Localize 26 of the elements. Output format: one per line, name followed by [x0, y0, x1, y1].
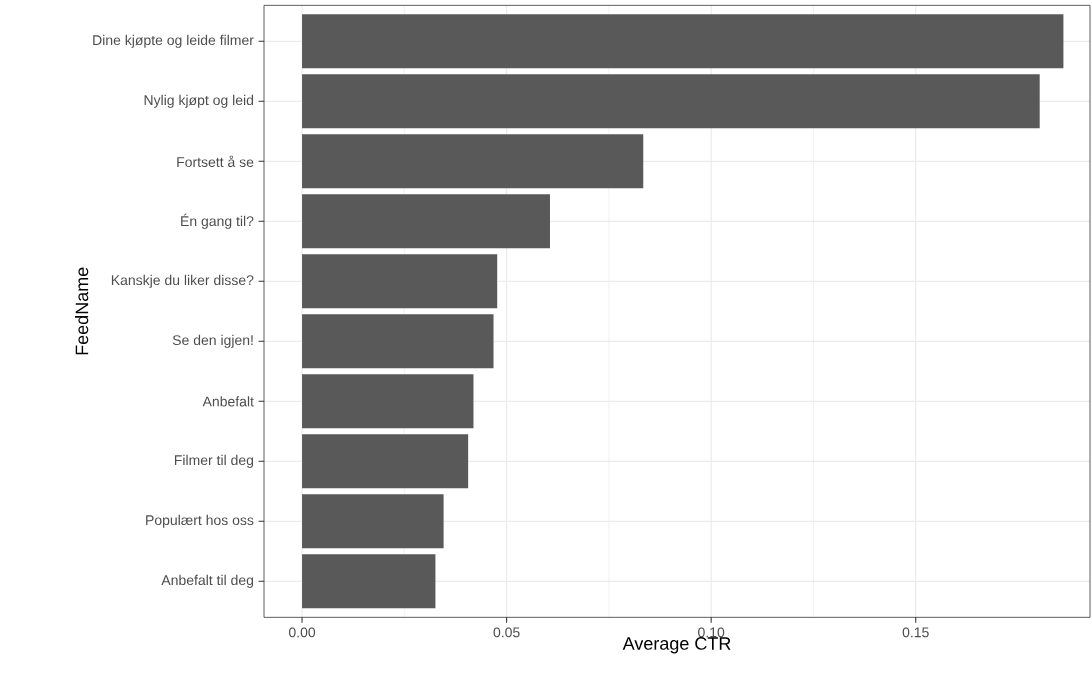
y-tick-label: Én gang til?: [181, 213, 254, 229]
bar: [302, 554, 436, 609]
y-tick-label: Populært hos oss: [146, 514, 254, 528]
bar: [302, 434, 469, 489]
bar: [302, 134, 644, 189]
x-tick-label: 0.05: [493, 627, 520, 638]
bar: [302, 74, 1040, 129]
y-axis-title: FeedName: [75, 267, 89, 355]
y-tick-label: Nylig kjøpt og leid: [144, 94, 254, 108]
y-tick-label: Fortsett å se: [177, 155, 254, 167]
bar: [302, 254, 498, 309]
bar: [302, 374, 474, 429]
bar: [302, 494, 444, 549]
x-tick-label: 0.15: [902, 627, 929, 638]
y-tick-label: Kanskje du liker disse?: [111, 274, 254, 288]
y-tick-label: Se den igjen!: [172, 334, 253, 348]
y-tick-label: Filmer til deg: [174, 454, 254, 468]
x-axis-title: Average CTR: [622, 636, 731, 654]
y-tick-label: Dine kjøpte og leide filmer: [93, 34, 254, 48]
x-tick-label: 0.00: [288, 627, 316, 638]
x-tick-label: 0.10: [698, 627, 725, 638]
bar: [302, 314, 494, 369]
y-tick-label: Anbefalt til deg: [161, 574, 254, 588]
bar: [302, 14, 1064, 69]
y-tick-label: Anbefalt: [202, 396, 254, 407]
bar: [302, 194, 550, 249]
